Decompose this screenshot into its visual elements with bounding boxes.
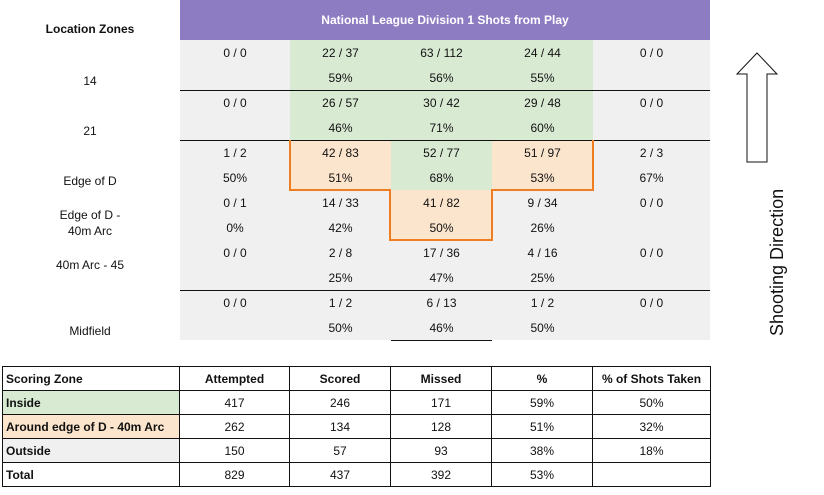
missed-value: 392 <box>390 462 492 487</box>
table-row: Outside 150 57 93 38% 18% <box>2 438 711 463</box>
zone-name: Total <box>2 462 180 487</box>
share-value: 18% <box>592 438 711 463</box>
zone-name: Inside <box>2 390 180 415</box>
row-label-14: 14 <box>83 74 97 88</box>
zone-cell: 1 / 2 50% <box>492 290 593 340</box>
d-outline <box>289 140 291 191</box>
zone-cell: 1 / 2 50% <box>180 140 290 190</box>
d-outline <box>491 189 493 241</box>
share-value <box>592 462 711 487</box>
zone-cell: 0 / 0 <box>180 90 290 140</box>
zone-cell: 22 / 37 59% <box>290 40 391 90</box>
zone-cell: 0 / 0 <box>180 290 290 340</box>
scored-value: 246 <box>289 390 391 415</box>
percent-value: 59% <box>491 390 593 415</box>
zone-cell: 2 / 3 67% <box>593 140 710 190</box>
zone-cell: 30 / 42 71% <box>391 90 492 140</box>
row-label-midfield: Midfield <box>69 324 111 338</box>
line-45m <box>180 290 710 291</box>
zone-cell: 2 / 8 25% <box>290 240 391 290</box>
up-arrow-icon <box>735 52 779 163</box>
percent-value: 51% <box>491 414 593 439</box>
scored-value: 437 <box>289 462 391 487</box>
missed-value: 128 <box>390 414 492 439</box>
zone-cell: 0 / 0 <box>593 240 710 290</box>
zone-cell: 14 / 33 42% <box>290 190 391 240</box>
scoring-zone-table: Scoring Zone Attempted Scored Missed % %… <box>2 366 711 487</box>
location-zones-title: Location Zones <box>45 22 135 36</box>
zone-cell: 0 / 0 <box>180 240 290 290</box>
shooting-direction-label: Shooting Direction <box>767 188 787 336</box>
d-outline <box>491 189 594 191</box>
zone-cell: 0 / 0 <box>593 190 710 240</box>
zone-cell: 51 / 97 53% <box>492 140 593 190</box>
line-21m <box>180 90 710 91</box>
zone-cell: 1 / 2 50% <box>290 290 391 340</box>
zone-cell: 9 / 34 26% <box>492 190 593 240</box>
table-row: Around edge of D - 40m Arc 262 134 128 5… <box>2 414 711 439</box>
zone-cell: 29 / 48 60% <box>492 90 593 140</box>
attempted-value: 417 <box>179 390 290 415</box>
table-header-row: Scoring Zone Attempted Scored Missed % %… <box>2 366 711 391</box>
zone-cell: 63 / 112 56% <box>391 40 492 90</box>
header-scoring-zone: Scoring Zone <box>2 366 180 391</box>
d-outline <box>289 189 391 191</box>
zone-cell: 0 / 0 <box>593 290 710 340</box>
zone-cell: 26 / 57 46% <box>290 90 391 140</box>
d-outline <box>389 239 493 241</box>
scored-value: 57 <box>289 438 391 463</box>
zone-cell: 41 / 82 50% <box>391 190 492 240</box>
row-label-edge-of-d: Edge of D <box>63 174 117 188</box>
zone-cell: 17 / 36 47% <box>391 240 492 290</box>
scored-value: 134 <box>289 414 391 439</box>
percent-value: 53% <box>491 462 593 487</box>
share-value: 50% <box>592 390 711 415</box>
attempted-value: 829 <box>179 462 290 487</box>
zone-cell: 4 / 16 25% <box>492 240 593 290</box>
zone-name: Around edge of D - 40m Arc <box>2 414 180 439</box>
zone-cell: 6 / 13 46% <box>391 290 492 340</box>
zone-cell: 52 / 77 68% <box>391 140 492 190</box>
missed-value: 171 <box>390 390 492 415</box>
table-row: Inside 417 246 171 59% 50% <box>2 390 711 415</box>
line-14m <box>180 140 710 141</box>
percent-value: 38% <box>491 438 593 463</box>
header-missed: Missed <box>390 366 492 391</box>
header-scored: Scored <box>289 366 391 391</box>
header-attempted: Attempted <box>179 366 290 391</box>
d-outline <box>389 189 391 241</box>
header-share: % of Shots Taken <box>592 366 711 391</box>
row-label-21: 21 <box>83 124 97 138</box>
zone-cell: 24 / 44 55% <box>492 40 593 90</box>
zone-cell: 42 / 83 51% <box>290 140 391 190</box>
table-row-total: Total 829 437 392 53% <box>2 462 711 487</box>
zone-cell: 0 / 0 <box>593 40 710 90</box>
share-value: 32% <box>592 414 711 439</box>
zone-cell: 0 / 0 <box>180 40 290 90</box>
attempted-value: 262 <box>179 414 290 439</box>
d-outline <box>592 140 594 191</box>
zone-cell: 0 / 1 0% <box>180 190 290 240</box>
header-percent: % <box>491 366 593 391</box>
row-label-edge-40m: Edge of D - 40m Arc <box>59 208 121 238</box>
missed-value: 93 <box>390 438 492 463</box>
zone-name: Outside <box>2 438 180 463</box>
chart-title: National League Division 1 Shots from Pl… <box>180 0 710 40</box>
row-label-40m-45: 40m Arc - 45 <box>55 258 125 272</box>
zone-cell: 0 / 0 <box>593 90 710 140</box>
line-midfield-center <box>391 340 492 341</box>
attempted-value: 150 <box>179 438 290 463</box>
